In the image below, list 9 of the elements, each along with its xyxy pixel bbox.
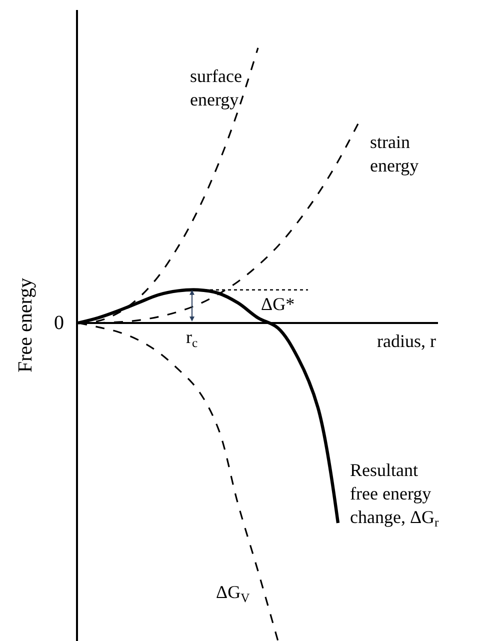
annotation: r$_{c}$ [186,327,198,350]
y-axis-title: Free energy [14,278,36,372]
series-label: surface energy [190,66,242,110]
text: 0 [54,312,64,334]
ref-line-label: ΔG* [261,294,295,314]
series-label: ΔG$_{V}$ [216,582,250,605]
series-label: Resultant free energy change, ΔG$_{r}$ [350,460,440,530]
series-label: strain energy [370,132,419,176]
x-axis-title: radius, r [377,331,436,351]
